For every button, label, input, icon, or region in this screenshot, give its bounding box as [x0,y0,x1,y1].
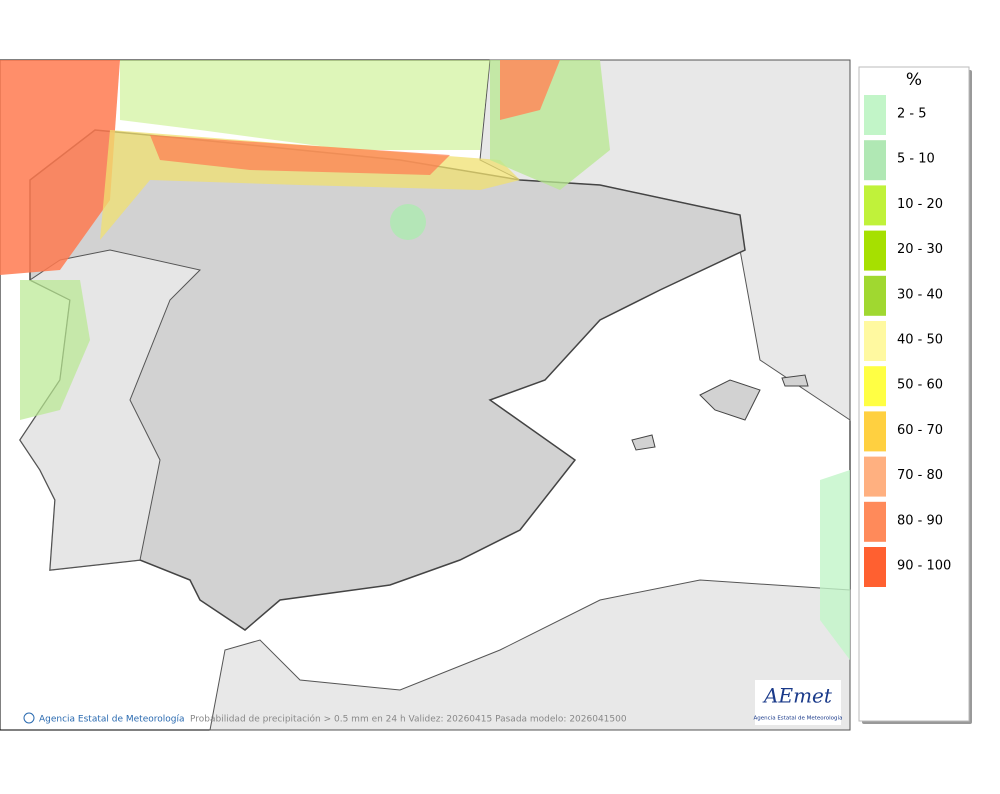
legend-label: 2 - 5 [897,107,927,122]
precip-patch [390,204,426,240]
legend-label: 90 - 100 [897,559,951,574]
menorca [781,374,809,387]
legend-label: 70 - 80 [897,468,943,483]
legend-swatch [864,456,886,497]
precip-red [0,60,120,275]
legend-swatch [864,411,886,452]
caption: Probabilidad de precipitación > 0.5 mm e… [190,714,627,725]
map: Agencia Estatal de Meteorología Probabil… [0,59,851,731]
legend-label: 80 - 90 [897,513,943,528]
legend-label: 10 - 20 [897,197,943,212]
legend-title: % [906,70,922,90]
credit: Agencia Estatal de Meteorología [39,715,185,725]
legend-label: 40 - 50 [897,333,943,348]
legend-swatch [864,501,886,542]
legend-label: 30 - 40 [897,287,943,302]
legend-label: 60 - 70 [897,423,943,438]
legend-swatch [864,230,886,271]
precip-biscay-red [500,60,560,120]
logo: AEmet [762,684,833,708]
precip-east [820,470,850,660]
legend-swatch [864,185,886,226]
precip-red-coast [150,135,450,175]
legend-swatch [864,547,886,587]
copyright-icon [23,712,35,724]
legend: % 2 - 5 5 - 10 10 - 20 20 - 30 30 - 40 40 - 5… [858,66,972,724]
legend-label: 50 - 60 [897,378,943,393]
legend-swatch [864,95,886,135]
legend-swatch [864,275,886,316]
legend-swatch [864,140,886,181]
legend-swatch [864,366,886,407]
logo-subtitle: Agencia Estatal de Meteorología [754,715,843,722]
legend-label: 5 - 10 [897,152,935,167]
legend-label: 20 - 30 [897,242,943,257]
logo-box [755,680,841,725]
precip-green [120,60,490,150]
legend-swatch [864,321,886,361]
ibiza [631,434,656,451]
mallorca [699,379,761,421]
precip-portugal [20,280,90,420]
